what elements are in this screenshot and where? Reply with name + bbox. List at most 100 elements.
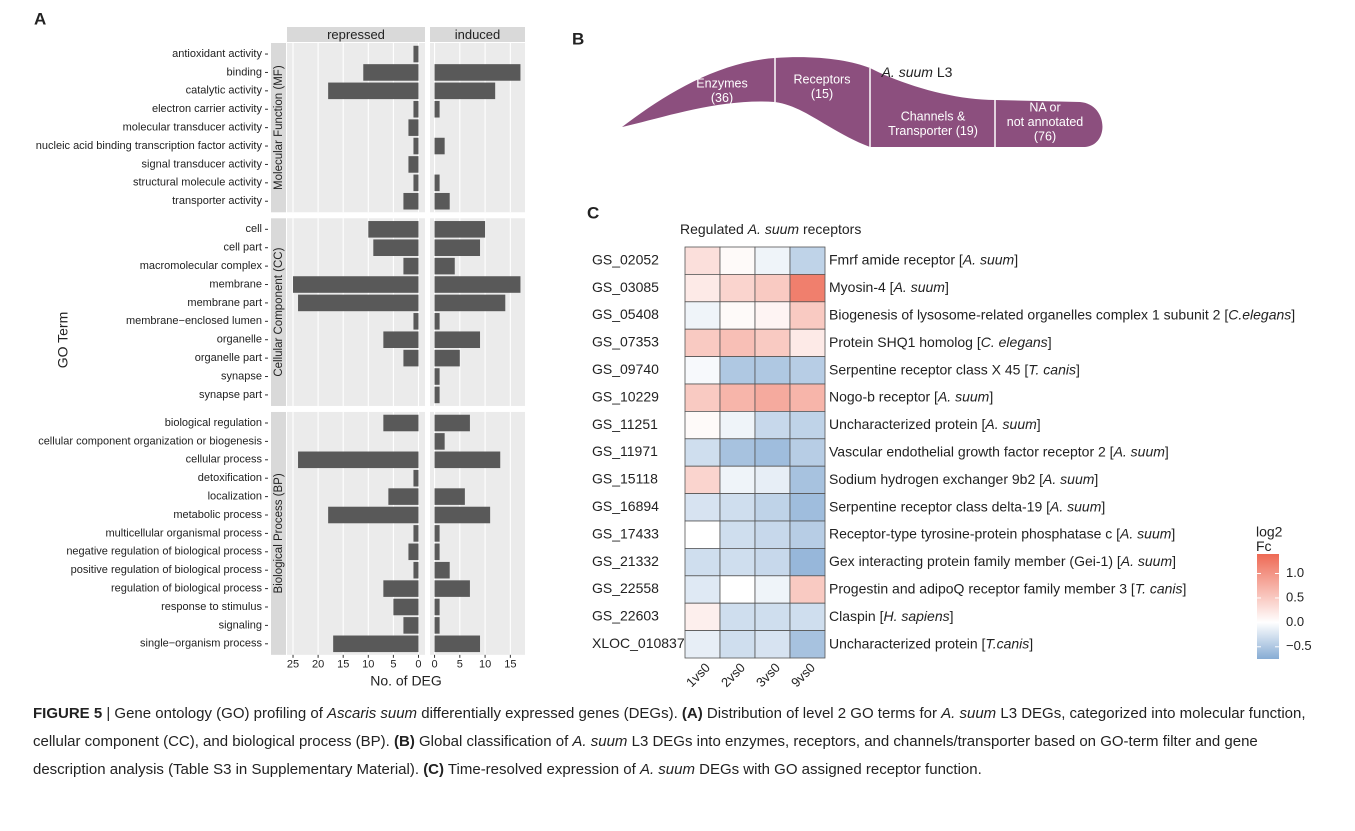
y-tick-label: structural molecule activity: [133, 177, 262, 189]
heatmap-cell: [789, 356, 826, 385]
bar: [434, 64, 521, 81]
bar: [383, 331, 419, 348]
bar: [434, 82, 496, 100]
bar: [373, 239, 419, 256]
text-segment: A. suum: [1049, 498, 1102, 514]
x-tick-label: 5: [390, 659, 396, 671]
y-tick-label: transporter activity: [172, 195, 262, 207]
heatmap-cell: [684, 548, 721, 577]
y-tick-label: organelle: [217, 334, 262, 346]
heatmap-cell: [719, 383, 756, 412]
text-segment: C.elegans: [1228, 306, 1291, 322]
x-axis-title: No. of DEG: [370, 673, 442, 689]
facet-strip: [271, 411, 286, 655]
bar: [434, 100, 440, 118]
colorbar-tick-label: 1.0: [1286, 565, 1304, 580]
row-description: Protein SHQ1 homolog [C. elegans]: [829, 334, 1052, 350]
heatmap-cell: [684, 328, 721, 358]
heatmap-cell: [719, 438, 756, 467]
bar: [383, 580, 419, 597]
heatmap-cell: [719, 246, 756, 275]
figure-panels: A B C repressed 25 20 15 10 5 0 induced 0 5 10 15 Mo…: [34, 9, 1312, 690]
bar: [403, 192, 419, 210]
bar: [434, 368, 440, 385]
y-tick-label: nucleic acid binding transcription facto…: [36, 140, 263, 152]
text-segment: Myosin-4 [: [829, 279, 894, 295]
bar: [434, 580, 470, 597]
text-segment: A. suum: [1113, 443, 1166, 459]
diagram-title: A. suum L3: [881, 64, 953, 80]
segment-label: not annotated: [1007, 115, 1084, 129]
bar: [434, 313, 440, 330]
heatmap-cell: [684, 356, 721, 385]
bar: [434, 174, 440, 192]
x-tick-label: 10: [479, 659, 491, 671]
text-segment: Biogenesis of lysosome-related organelle…: [829, 306, 1228, 322]
y-tick-label: detoxification: [198, 472, 262, 484]
y-tick-label: catalytic activity: [186, 85, 263, 97]
row-label: GS_11251: [592, 416, 658, 432]
text-segment: Receptor-type tyrosine-protein phosphata…: [829, 525, 1120, 541]
text-segment: ]: [945, 279, 949, 295]
facet-strip: [271, 43, 286, 213]
segment-label: Enzymes: [696, 76, 747, 90]
bar: [408, 543, 419, 561]
heatmap-cell: [754, 410, 791, 440]
column-label: 1vs0: [683, 660, 713, 690]
text-segment: ]: [1076, 361, 1080, 377]
bar: [434, 386, 440, 404]
bar: [434, 525, 440, 542]
bar: [434, 349, 460, 367]
y-tick-label: synapse part: [199, 389, 262, 401]
heatmap-cell: [684, 465, 721, 495]
y-tick-label: signal transducer activity: [142, 158, 263, 170]
text-segment: A. suum: [747, 221, 800, 237]
heatmap-cell: [789, 465, 826, 495]
segment-label: (76): [1034, 129, 1056, 143]
y-tick-label: synapse: [221, 370, 262, 382]
heatmap-title: Regulated A. suum receptors: [680, 221, 861, 237]
text-segment: Serpentine receptor class X 45 [: [829, 361, 1028, 377]
heatmap-cell: [789, 493, 826, 522]
heatmap-cell: [684, 301, 721, 330]
text-segment: ]: [1172, 553, 1176, 569]
bar: [434, 414, 470, 432]
bar: [434, 137, 445, 155]
y-tick-label: regulation of biological process: [111, 583, 263, 595]
facet-strip-label: repressed: [327, 27, 385, 42]
row-label: GS_09740: [592, 361, 659, 377]
y-tick-label: antioxidant activity: [172, 48, 262, 60]
y-tick-label: electron carrier activity: [152, 103, 263, 115]
bar: [434, 192, 450, 210]
heatmap-cell: [789, 630, 826, 659]
x-tick-label: 20: [312, 659, 324, 671]
row-label: GS_21332: [592, 553, 659, 569]
colorbar-title: log2: [1256, 524, 1283, 540]
heatmap-cell: [789, 520, 826, 549]
bar: [363, 64, 419, 81]
facet-strip: [430, 27, 525, 42]
x-tick-label: 5: [457, 659, 463, 671]
colorbar: [1257, 554, 1279, 659]
text-segment: ]: [1037, 416, 1041, 432]
row-description: Fmrf amide receptor [A. suum]: [829, 251, 1018, 267]
bar: [403, 349, 419, 367]
heatmap-cell: [789, 602, 826, 632]
heatmap-cell: [719, 410, 756, 440]
segment-label: Transporter (19): [888, 124, 978, 138]
row-description: Gex interacting protein family member (G…: [829, 553, 1176, 569]
heatmap-cell: [754, 273, 791, 303]
row-label: GS_11971: [592, 443, 658, 459]
bar: [434, 561, 450, 579]
row-description: Uncharacterized protein [T.canis]: [829, 635, 1033, 651]
bar: [408, 119, 419, 136]
segment-label: Channels &: [901, 109, 966, 123]
bar: [403, 257, 419, 275]
bar: [333, 635, 419, 653]
bar: [434, 506, 491, 524]
heatmap-cell: [719, 465, 756, 495]
row-label: GS_15118: [592, 471, 658, 487]
row-description: Sodium hydrogen exchanger 9b2 [A. suum]: [829, 471, 1098, 487]
text-segment: ]: [1014, 251, 1018, 267]
